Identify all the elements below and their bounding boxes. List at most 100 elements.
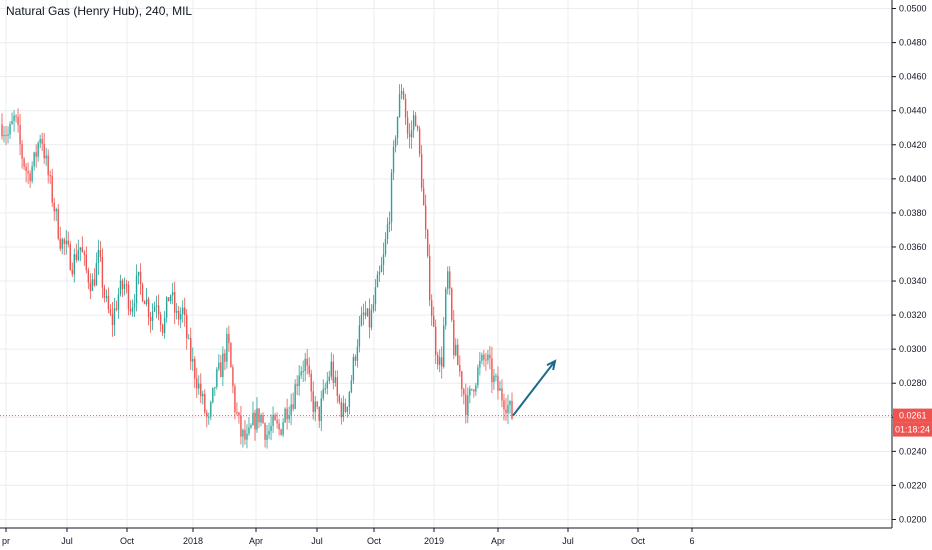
candle-body (437, 355, 439, 365)
candle-body (330, 361, 332, 377)
y-axis[interactable]: 0.0500 0.0480 0.0460 0.0440 0.0420 0.0400 0.03… (891, 0, 932, 550)
candle-body (35, 152, 37, 157)
candle-body (236, 412, 238, 414)
candle-body (93, 279, 96, 286)
candle-body (202, 393, 204, 397)
candle-body (481, 354, 483, 361)
candle-body (300, 371, 302, 376)
candle-body (13, 115, 15, 121)
candle-body (346, 406, 349, 412)
candle-body (119, 280, 122, 295)
last-price-tag (893, 408, 932, 423)
candle-body (212, 387, 214, 403)
candle-body (91, 279, 94, 291)
candle-body (489, 354, 491, 359)
candle-body (326, 380, 328, 389)
candle-body (497, 375, 499, 391)
last-price-value: 0.0261 (899, 411, 927, 421)
x-axis[interactable]: pr Jul Oct 2018 Apr Jul Oct 2019 Apr Jul Oct 6 (0, 527, 892, 546)
candle-body (250, 425, 252, 428)
candle-body (190, 338, 192, 362)
candle-body (161, 324, 164, 333)
candle-body (226, 334, 228, 362)
candle-body (99, 249, 102, 257)
y-axis-bg (892, 0, 932, 550)
candle-body (457, 344, 459, 366)
candle-body (439, 357, 441, 365)
trend-arrow[interactable] (512, 359, 557, 417)
candle-body (87, 270, 90, 283)
candle-body (45, 155, 47, 159)
candle-body (171, 292, 174, 296)
candle-body (21, 144, 23, 159)
candle-body (262, 414, 264, 424)
candle-body (256, 408, 258, 430)
candle-body (57, 208, 59, 239)
candle-body (177, 310, 180, 320)
candle-body (163, 317, 166, 333)
candle-body (424, 205, 427, 230)
x-tick-label: Oct (367, 536, 382, 546)
candle-body (43, 143, 45, 159)
candle-body (77, 250, 79, 260)
candle-body (390, 172, 393, 222)
candle-body (378, 271, 381, 275)
candle-body (208, 416, 210, 418)
candle-body (304, 358, 306, 372)
candle-body (17, 116, 19, 125)
candle-body (475, 385, 477, 392)
candle-body (338, 395, 341, 402)
candle-body (316, 401, 318, 407)
candle-body (422, 187, 425, 206)
candle-body (192, 359, 194, 362)
candle-body (204, 393, 206, 413)
candle-body (318, 406, 320, 421)
candle-body (473, 389, 475, 392)
candle-body (165, 297, 168, 318)
candle-body (115, 308, 118, 310)
candle-body (111, 313, 114, 326)
x-tick-label: 2019 (424, 536, 444, 546)
candle-body (7, 134, 9, 136)
candle-body (31, 166, 33, 182)
candle-body (471, 388, 473, 390)
candle-body (461, 371, 463, 390)
candle-body (342, 403, 345, 418)
candle-body (147, 299, 150, 318)
candle-body (196, 378, 198, 389)
candle-body (278, 423, 280, 430)
candle-body (167, 297, 170, 302)
candle-body (310, 373, 312, 392)
x-tick-label: 2018 (183, 536, 203, 546)
candle-body (55, 208, 57, 212)
candle-body (435, 326, 437, 356)
candle-body (441, 357, 443, 367)
candle-body (362, 312, 365, 315)
candle-body (430, 300, 433, 316)
candle-body (133, 303, 136, 308)
candle-body (426, 229, 429, 256)
candle-body (127, 284, 130, 309)
candle-body (153, 306, 156, 312)
candle-body (145, 299, 148, 305)
candle-body (103, 287, 106, 298)
candle-body (398, 94, 401, 117)
candle-body (248, 427, 250, 434)
candle-body (334, 377, 337, 383)
candle-body (19, 124, 21, 145)
price-tags: 0.0261 01:18:24 (893, 408, 932, 437)
candle-body (234, 386, 236, 413)
candle-body (286, 408, 288, 420)
candle-body (9, 124, 11, 135)
candle-body (123, 284, 126, 290)
candle-body (507, 404, 509, 413)
candle-body (194, 359, 196, 379)
candle-body (459, 365, 461, 372)
candle-body (487, 354, 489, 361)
candle-body (360, 314, 363, 326)
candle-body (451, 288, 453, 320)
candle-body (37, 143, 39, 157)
candle-body (97, 249, 100, 264)
candle-body (242, 429, 244, 437)
